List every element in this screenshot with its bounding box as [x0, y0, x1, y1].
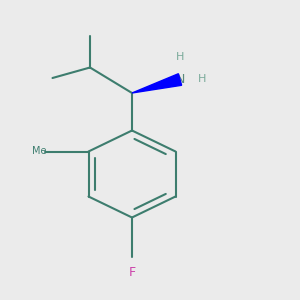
Text: F: F [128, 266, 136, 278]
Text: N: N [175, 73, 185, 86]
Text: H: H [176, 52, 184, 62]
Text: Me: Me [32, 146, 46, 157]
Polygon shape [132, 74, 182, 93]
Text: H: H [198, 74, 207, 85]
